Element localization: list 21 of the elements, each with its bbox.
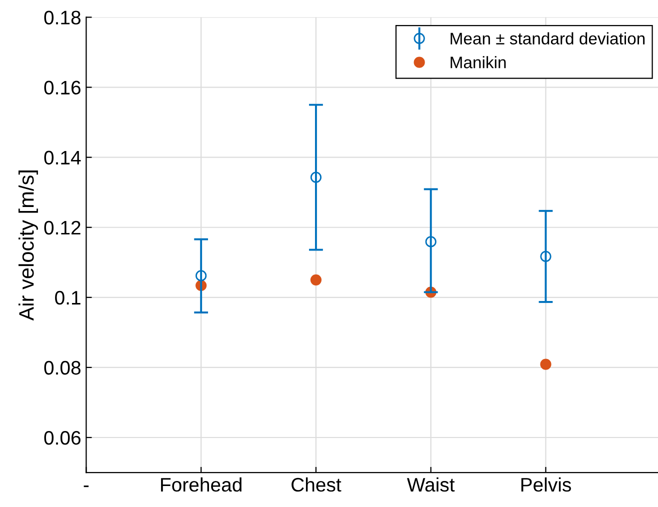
y-tick-label: 0.14 — [44, 150, 81, 165]
y-tick-label: 0.12 — [44, 220, 80, 235]
point — [540, 358, 552, 370]
y-tick-label: 0.1 — [55, 290, 80, 305]
x-tick-label: Forehead — [161, 477, 242, 492]
x-tick-label: Chest — [292, 477, 342, 492]
point — [196, 270, 207, 282]
point — [310, 274, 322, 286]
y-tick-label: 0.06 — [44, 430, 80, 445]
legend-label: Manikin — [450, 56, 506, 68]
x-tick-label: - — [84, 486, 89, 488]
point — [540, 250, 552, 262]
legend-label: Mean ± standard deviation — [450, 32, 645, 44]
point — [310, 172, 322, 183]
x-tick-label: Waist — [407, 477, 455, 492]
point — [425, 236, 436, 248]
y-tick-label: 0.08 — [44, 360, 80, 375]
x-tick-label: Pelvis — [521, 477, 571, 492]
y-tick-label: 0.16 — [44, 80, 80, 95]
y-tick-label: 0.18 — [44, 10, 80, 24]
y-axis-title: Air velocity [m/s] — [18, 170, 38, 321]
